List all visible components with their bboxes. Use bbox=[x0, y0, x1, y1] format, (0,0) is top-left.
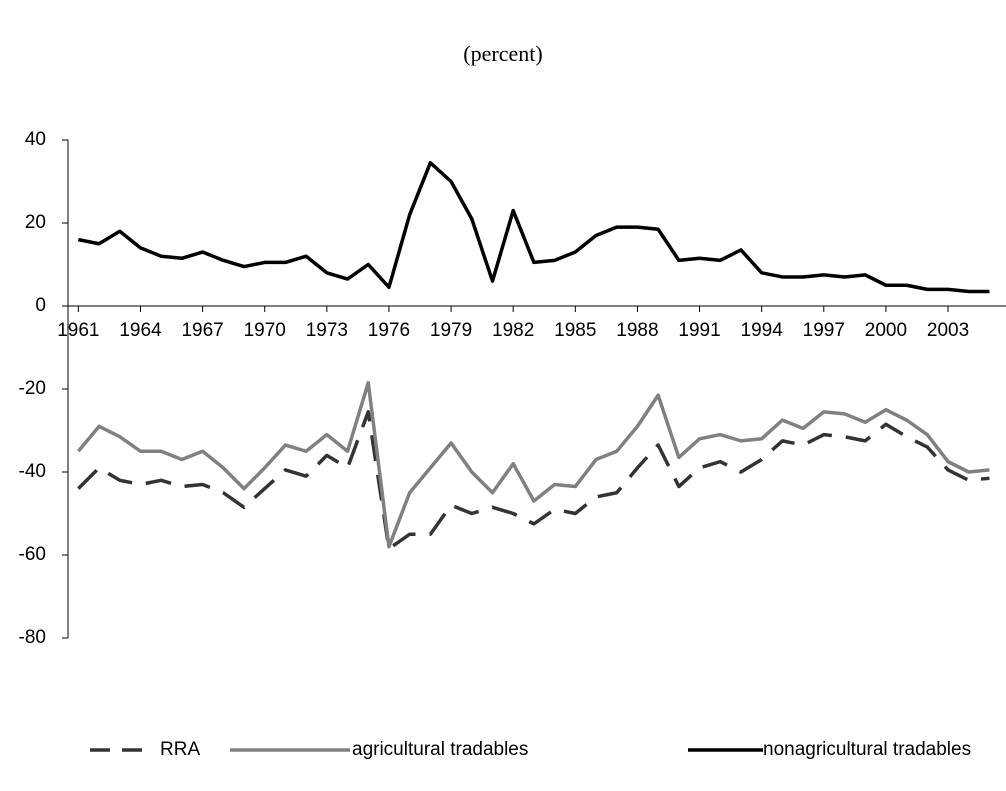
x-tick-label: 1964 bbox=[119, 320, 162, 341]
x-tick-label: 1997 bbox=[803, 320, 845, 341]
x-tick-label: 1988 bbox=[616, 320, 658, 341]
series-line bbox=[77, 381, 990, 549]
x-tick-label: 1979 bbox=[430, 320, 472, 341]
legend-label: nonagricultural tradables bbox=[763, 739, 971, 760]
y-tick-label: -20 bbox=[19, 378, 46, 399]
y-tick-label: 20 bbox=[25, 212, 46, 233]
x-tick-label: 1985 bbox=[554, 320, 596, 341]
x-tick-label: 1961 bbox=[57, 320, 99, 341]
legend-label: agricultural tradables bbox=[352, 739, 528, 760]
legend-label: RRA bbox=[160, 739, 200, 760]
y-tick-label: 40 bbox=[25, 129, 46, 150]
x-tick-label: 1994 bbox=[741, 320, 784, 341]
x-tick-label: 1973 bbox=[306, 320, 348, 341]
x-tick-label: 1991 bbox=[678, 320, 720, 341]
y-tick-label: -60 bbox=[19, 544, 46, 565]
y-tick-label: -40 bbox=[19, 461, 46, 482]
x-tick-label: 1982 bbox=[492, 320, 534, 341]
x-tick-label: 1967 bbox=[181, 320, 223, 341]
series-line bbox=[77, 410, 990, 551]
x-tick-label: 1976 bbox=[368, 320, 410, 341]
x-tick-label: 2000 bbox=[865, 320, 907, 341]
x-tick-label: 2003 bbox=[927, 320, 969, 341]
chart-title: (percent) bbox=[463, 41, 542, 66]
x-tick-label: 1970 bbox=[244, 320, 286, 341]
y-tick-label: -80 bbox=[19, 627, 46, 648]
y-tick-label: 0 bbox=[35, 295, 46, 316]
series-line bbox=[78, 161, 990, 294]
